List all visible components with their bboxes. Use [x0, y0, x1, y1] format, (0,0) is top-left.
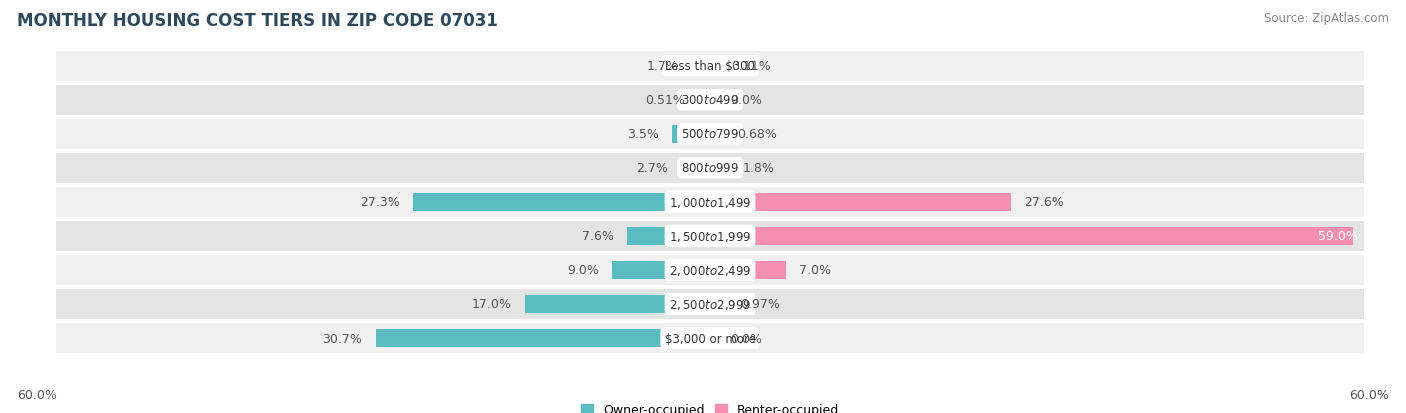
Bar [56, 119, 1364, 150]
Text: 3.5%: 3.5% [627, 128, 659, 141]
Bar [56, 52, 1364, 81]
Text: 27.6%: 27.6% [1024, 196, 1063, 209]
Bar [412, 194, 710, 211]
Bar [710, 194, 1011, 211]
Bar [56, 154, 1364, 183]
Bar [692, 58, 710, 75]
Text: $300 to $499: $300 to $499 [681, 94, 740, 107]
Text: 0.0%: 0.0% [730, 332, 762, 345]
Text: 60.0%: 60.0% [17, 388, 56, 401]
Text: 7.0%: 7.0% [800, 264, 831, 277]
Bar [375, 330, 710, 347]
Text: 30.7%: 30.7% [322, 332, 363, 345]
Bar [612, 261, 710, 279]
Bar [524, 295, 710, 313]
Text: MONTHLY HOUSING COST TIERS IN ZIP CODE 07031: MONTHLY HOUSING COST TIERS IN ZIP CODE 0… [17, 12, 498, 30]
Bar [56, 221, 1364, 251]
Text: $1,500 to $1,999: $1,500 to $1,999 [669, 229, 751, 243]
Bar [56, 323, 1364, 353]
Text: 1.8%: 1.8% [742, 162, 775, 175]
Bar [56, 255, 1364, 285]
Bar [56, 85, 1364, 116]
Text: $2,000 to $2,499: $2,000 to $2,499 [669, 263, 751, 277]
Bar [56, 289, 1364, 319]
Bar [710, 261, 786, 279]
Text: 0.0%: 0.0% [730, 94, 762, 107]
Bar [710, 159, 730, 177]
Text: 60.0%: 60.0% [1350, 388, 1389, 401]
Text: 0.97%: 0.97% [740, 298, 780, 311]
Bar [681, 159, 710, 177]
Text: 7.6%: 7.6% [582, 230, 614, 243]
Text: 0.51%: 0.51% [645, 94, 685, 107]
Text: 9.0%: 9.0% [567, 264, 599, 277]
Bar [672, 126, 710, 143]
Text: 27.3%: 27.3% [360, 196, 399, 209]
Text: $800 to $999: $800 to $999 [681, 162, 740, 175]
Text: 2.7%: 2.7% [636, 162, 668, 175]
Bar [56, 188, 1364, 217]
Bar [627, 228, 710, 245]
Text: 59.0%: 59.0% [1319, 230, 1358, 243]
Text: $3,000 or more: $3,000 or more [665, 332, 755, 345]
Bar [704, 92, 710, 109]
Text: Less than $300: Less than $300 [665, 60, 755, 73]
Text: 0.11%: 0.11% [731, 60, 770, 73]
Text: 17.0%: 17.0% [472, 298, 512, 311]
Text: 0.68%: 0.68% [737, 128, 778, 141]
Text: Source: ZipAtlas.com: Source: ZipAtlas.com [1264, 12, 1389, 25]
Text: $1,000 to $1,499: $1,000 to $1,499 [669, 195, 751, 209]
Bar [710, 126, 717, 143]
Text: $2,500 to $2,999: $2,500 to $2,999 [669, 297, 751, 311]
Text: $500 to $799: $500 to $799 [681, 128, 740, 141]
Bar [710, 228, 1353, 245]
Text: 1.7%: 1.7% [647, 60, 679, 73]
Legend: Owner-occupied, Renter-occupied: Owner-occupied, Renter-occupied [581, 403, 839, 413]
Bar [710, 295, 721, 313]
